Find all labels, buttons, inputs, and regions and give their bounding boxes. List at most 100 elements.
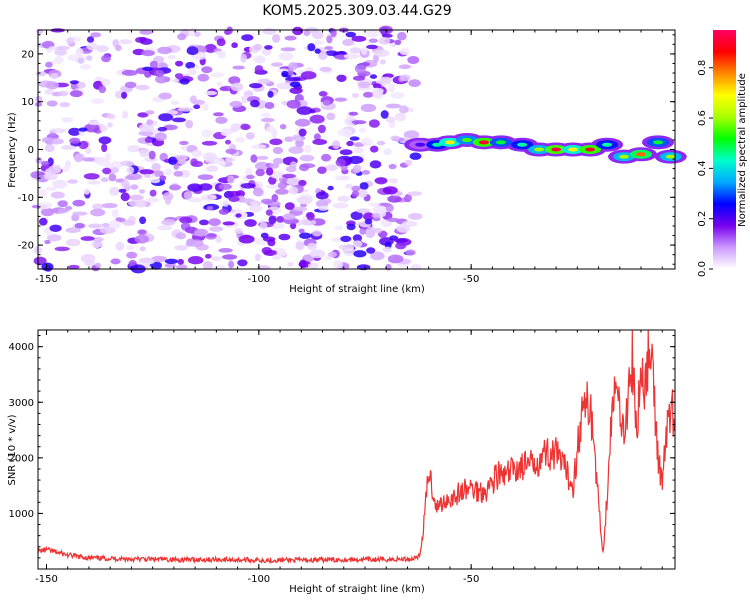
spectrogram-ridge [404, 132, 687, 164]
spectrogram-noise-cell [80, 253, 96, 263]
spectrogram-noise-cell [179, 140, 189, 146]
spectrogram-noise-cell [218, 208, 229, 215]
spectrogram-noise-cell [180, 146, 188, 151]
spectrogram-noise-cell [346, 223, 356, 231]
spectrogram-noise-cell [189, 95, 197, 104]
spectrogram-noise-cell [348, 111, 359, 116]
spectrogram-noise-cell [146, 119, 154, 126]
spectrogram-noise-cell [218, 248, 233, 253]
spectrogram-noise-cell [276, 216, 285, 223]
spectrogram-noise-cell [334, 97, 348, 102]
spectrogram-noise-cell [351, 35, 367, 42]
spectrogram-noise-cell [352, 93, 360, 98]
spectrogram-noise-cell [244, 219, 257, 227]
spectrogram-noise-cell [374, 177, 388, 185]
spectrogram-noise-cell [314, 48, 321, 54]
spectrogram-noise-cell [52, 179, 68, 189]
spectrogram-noise-cell [134, 234, 149, 244]
spectrogram-noise-cell [154, 69, 165, 78]
spectrogram-noise-cell [332, 202, 349, 209]
spectrogram-noise-cell [169, 184, 181, 191]
spectrogram-noise-cell [389, 178, 399, 184]
snr-frame [37, 329, 676, 570]
spectrogram-noise-cell [222, 221, 235, 226]
spectrogram-noise-cell [372, 83, 382, 89]
spectrogram-noise-cell [286, 99, 301, 109]
spectrogram-noise-cell [399, 47, 410, 56]
spectrogram-noise-cell [183, 191, 192, 200]
spectrogram-noise-cell [312, 139, 328, 145]
spectrogram-noise-cell [318, 205, 329, 211]
colorbar-strip [713, 30, 736, 269]
spectrogram-ytick-label: 0 [28, 145, 34, 156]
spectrogram-noise-cell [235, 213, 242, 218]
spectrogram-xtick-label: -100 [247, 274, 270, 285]
spectrogram-noise-cell [387, 254, 404, 264]
spectrogram-noise-cell [342, 38, 354, 47]
spectrogram-noise-cell [299, 259, 307, 269]
spectrogram-noise-cell [299, 154, 315, 162]
spectrogram-noise-cell [159, 175, 167, 181]
spectrogram-noise-cell [157, 225, 173, 231]
spectrogram-noise-cell [288, 62, 298, 71]
spectrogram-noise-cell [394, 112, 406, 122]
snr-x-ticks: -150 -100 -50 [35, 330, 663, 585]
spectrogram-noise-cell [323, 165, 339, 171]
spectrogram-noise-cell [78, 140, 89, 150]
spectrogram-noise-cell [149, 60, 158, 69]
spectrogram-noise-cell [101, 78, 111, 87]
spectrogram-noise-cell [230, 123, 243, 131]
spectrogram-noise-cell [336, 176, 349, 181]
spectrogram-noise-cell [268, 215, 277, 224]
spectrogram-noise-cell [253, 181, 264, 190]
spectrogram-noise-cell [294, 118, 311, 127]
spectrogram-noise-cell [126, 251, 138, 259]
spectrogram-noise-cell [267, 90, 274, 98]
snr-xtick-label: -100 [247, 574, 270, 585]
spectrogram-noise-cell [318, 51, 328, 60]
spectrogram-noise-cell [228, 260, 235, 269]
spectrogram-noise-cell [164, 168, 173, 176]
spectrogram-noise-cell [352, 75, 366, 81]
spectrogram-noise-cell [139, 169, 154, 175]
spectrogram-noise-cell [363, 91, 374, 98]
spectrogram-noise-cell [298, 179, 307, 186]
spectrogram-noise-cell [206, 206, 214, 211]
spectrogram-noise-cell [254, 161, 270, 171]
spectrogram-noise-cell [322, 99, 331, 106]
spectrogram-noise-cell [370, 145, 379, 153]
spectrogram-noise-cell [284, 35, 297, 41]
spectrogram-noise-cell [191, 149, 203, 158]
spectrogram-noise-cell [319, 66, 332, 72]
spectrogram-noise-cell [346, 140, 354, 147]
spectrogram-noise-cell [228, 196, 240, 203]
spectrogram-noise-cell [357, 81, 371, 89]
spectrogram-noise-cell [139, 216, 147, 225]
spectrogram-noise-cell [138, 229, 146, 235]
spectrogram-noise-cell [399, 105, 409, 114]
spectrogram-ridge-peak [602, 142, 613, 147]
spectrogram-noise-cell [292, 26, 304, 36]
spectrogram-noise-cell [268, 163, 280, 169]
spectrogram-noise-cell [120, 179, 130, 188]
colorbar-tick-label: 0.6 [697, 110, 708, 126]
spectrogram-noise-cell [376, 140, 386, 146]
spectrogram-noise-cell [353, 164, 362, 173]
spectrogram-noise-cell [185, 61, 196, 69]
spectrogram-noise-cell [44, 239, 51, 245]
spectrogram-noise-cell [300, 219, 317, 226]
spectrogram-noise-cell [306, 212, 315, 221]
spectrogram-noise-cell [61, 145, 76, 150]
spectrogram-noise-cell [139, 148, 150, 157]
spectrogram-noise-cell [272, 146, 284, 155]
spectrogram-noise-cell [241, 95, 249, 104]
spectrogram-noise-cell [90, 32, 102, 38]
spectrogram-noise-cell [359, 228, 367, 235]
spectrogram-noise-cell [74, 222, 85, 229]
snr-ylabel: SNR (10 * v/v) [7, 414, 18, 485]
spectrogram-noise-cell [35, 71, 47, 77]
spectrogram-noise-cell [177, 107, 194, 112]
spectrogram-ridge-peak [619, 154, 630, 159]
spectrogram-noise-cell [120, 192, 130, 202]
